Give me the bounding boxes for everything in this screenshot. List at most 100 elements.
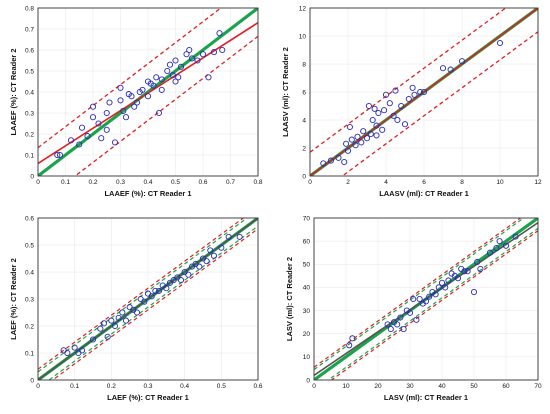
chart-panel-4: 0 10 20 30 40 50 60 70 0 10 20 30 40 50 60 70 LASV (ml):… xyxy=(285,215,542,402)
data-point xyxy=(128,93,135,100)
data-point xyxy=(148,293,155,300)
data-point xyxy=(106,99,113,106)
data-point xyxy=(183,51,190,58)
data-point xyxy=(382,91,390,98)
data-point xyxy=(155,287,163,294)
data-point xyxy=(439,65,447,72)
y-tick-label: 0.6 xyxy=(25,47,34,54)
plot-frame xyxy=(309,7,539,177)
data-point xyxy=(95,120,102,127)
plot-frame xyxy=(37,7,259,177)
data-point xyxy=(344,147,352,154)
y-tick-label: 20 xyxy=(303,331,311,338)
y-tick-label: 0.2 xyxy=(25,323,34,330)
x-tick-label: 0 xyxy=(36,179,40,186)
data-point xyxy=(432,291,439,298)
data-point xyxy=(454,275,462,282)
x-tick-label: 10 xyxy=(496,179,504,186)
data-point xyxy=(442,284,449,291)
data-point xyxy=(163,285,170,292)
data-point xyxy=(205,74,212,81)
y-tick-label: 0.3 xyxy=(25,296,34,303)
x-tick-label: 0.6 xyxy=(253,383,262,390)
data-point xyxy=(203,258,210,265)
upper-inner-limit-line xyxy=(314,218,525,371)
y-tick-label: 50 xyxy=(303,262,311,269)
data-point xyxy=(373,132,380,139)
y-tick-label: 60 xyxy=(303,238,311,245)
data-point xyxy=(461,268,468,275)
regression-line xyxy=(38,22,258,165)
identity-line xyxy=(38,8,258,176)
data-point xyxy=(327,157,334,164)
x-tick-label: 6 xyxy=(422,179,426,186)
data-point xyxy=(496,238,503,245)
y-tick-label: 0 xyxy=(302,173,306,180)
y-tick-label: 0.7 xyxy=(25,26,34,33)
data-point xyxy=(54,151,61,159)
data-point xyxy=(410,295,417,303)
data-point xyxy=(375,109,382,117)
x-tick-label: 2 xyxy=(346,179,350,186)
data-point xyxy=(218,244,225,251)
data-point xyxy=(131,103,138,110)
y-tick-label: 0 xyxy=(30,377,34,384)
x-tick-label: 0.4 xyxy=(180,383,189,390)
data-point xyxy=(158,76,165,83)
chart-panel-3: 0 0.1 0.2 0.3 0.4 0.5 0.6 0 0.1 0.2 0.3 0.4 0.5 0.6 LA… xyxy=(9,215,263,402)
data-point xyxy=(502,242,510,249)
data-point xyxy=(108,317,115,324)
x-tick-label: 0 xyxy=(312,383,316,390)
y-tick-label: 10 xyxy=(303,354,311,361)
data-point xyxy=(398,102,405,110)
x-tick-label: 30 xyxy=(406,383,414,390)
data-point xyxy=(67,137,75,144)
data-point xyxy=(354,133,361,140)
data-point xyxy=(390,112,397,119)
data-point xyxy=(186,46,193,54)
chart-panel-2: 0 2 4 6 8 10 12 0 2 4 6 8 10 12 LAASV (ml): CT Reader … xyxy=(281,5,542,198)
data-point xyxy=(78,347,86,354)
x-tick-label: 0.1 xyxy=(70,383,79,390)
data-point xyxy=(64,349,71,357)
data-point xyxy=(196,263,203,270)
data-point xyxy=(126,304,133,311)
data-point xyxy=(445,277,452,284)
x-tick-label: 12 xyxy=(534,179,542,186)
x-tick-label: 40 xyxy=(438,383,446,390)
data-point xyxy=(216,30,223,37)
data-point xyxy=(152,287,159,294)
data-point xyxy=(139,86,146,93)
data-point xyxy=(422,298,430,305)
y-tick-label: 0.8 xyxy=(25,5,34,12)
data-point xyxy=(386,100,393,107)
data-point xyxy=(346,342,353,349)
data-point xyxy=(119,309,126,316)
data-point xyxy=(405,95,412,103)
x-tick-label: 0.7 xyxy=(226,179,235,186)
data-point xyxy=(117,84,124,91)
data-point xyxy=(365,102,372,110)
data-point xyxy=(493,245,500,252)
x-tick-label: 0.2 xyxy=(107,383,116,390)
data-point xyxy=(89,336,97,343)
y-tick-label: 0.5 xyxy=(25,68,34,75)
data-point xyxy=(320,160,327,167)
data-point xyxy=(367,130,374,138)
x-tick-label: 0.5 xyxy=(171,179,180,186)
data-point xyxy=(122,317,130,324)
data-point xyxy=(172,57,179,64)
y-tick-label: 30 xyxy=(303,308,311,315)
data-point xyxy=(150,82,157,89)
data-point xyxy=(56,151,64,159)
x-tick-label: 0.3 xyxy=(116,179,125,186)
data-point xyxy=(387,326,394,333)
data-point xyxy=(141,298,148,305)
lower-inner-limit-line xyxy=(327,227,538,380)
lower-outer-limit-line xyxy=(330,230,538,380)
data-point xyxy=(103,126,110,133)
data-point xyxy=(210,49,218,56)
data-point xyxy=(155,109,163,117)
data-point xyxy=(169,72,176,79)
data-point xyxy=(175,74,182,81)
